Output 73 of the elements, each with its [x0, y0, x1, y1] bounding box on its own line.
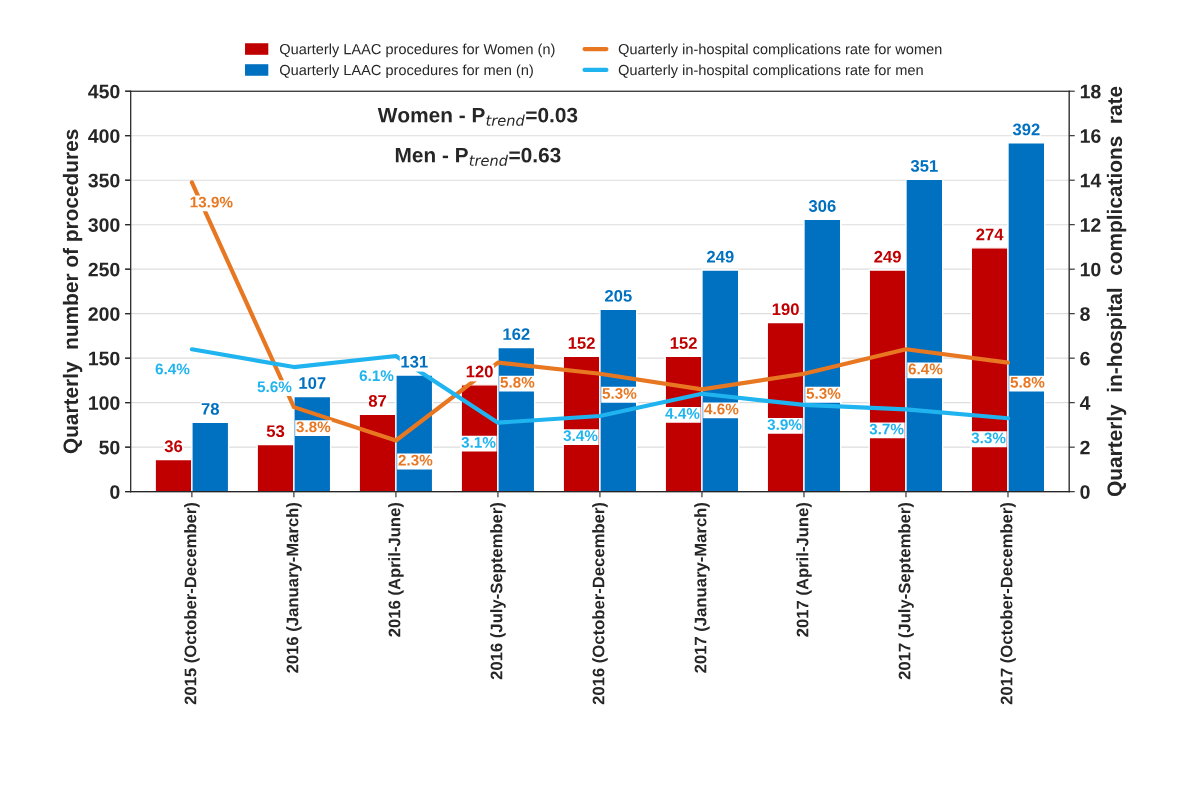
data-label: 162: [503, 328, 530, 341]
data-label: 306: [808, 200, 836, 212]
data-label: 78: [201, 402, 220, 415]
data-label: 2.3%: [398, 454, 433, 466]
data-label: 152: [670, 337, 697, 349]
y-tick-label: 200: [88, 307, 120, 321]
data-label: 3.3%: [971, 432, 1006, 444]
x-tick-label: 2017 (October-December): [1000, 502, 1016, 705]
data-label: 5.6%: [257, 381, 292, 393]
data-label: 3.1%: [461, 436, 496, 448]
x-tick-label: 2017 (July-September): [898, 502, 914, 680]
y2-axis-title: Quarterly in-hospital complications rate: [1106, 86, 1127, 497]
y2-tick-label: 10: [1080, 262, 1101, 277]
data-label: 3.4%: [563, 430, 598, 442]
y-tick-label: 0: [110, 485, 120, 499]
y2-tick-label: 14: [1080, 173, 1102, 188]
legend-label: Quarterly in-hospital complications rate for women: [618, 43, 942, 58]
data-label: 3.9%: [767, 419, 802, 431]
x-tick-label: 2016 (October-December): [592, 502, 608, 705]
data-label: 13.9%: [190, 196, 233, 208]
x-tick-label: 2017 (April-June): [796, 502, 812, 637]
y2-tick-label: 2: [1080, 440, 1090, 455]
data-label: 3.8%: [296, 421, 331, 433]
y-tick-label: 100: [89, 396, 120, 410]
data-label: 392: [1012, 123, 1040, 136]
data-label: 6.4%: [155, 363, 190, 375]
data-label: 249: [874, 250, 901, 263]
legend-label: Quarterly LAAC procedures for Women (n): [279, 43, 555, 58]
x-tick-label: 2016 (July-September): [490, 502, 506, 680]
data-label: 131: [401, 355, 428, 368]
y2-tick-label: 12: [1080, 218, 1101, 232]
y-tick-label: 300: [88, 218, 120, 232]
annotation: Men - P$_{trend}$=0.63: [395, 147, 561, 166]
y-tick-label: 150: [89, 351, 120, 366]
data-label: 53: [266, 425, 285, 438]
y2-tick-label: 8: [1080, 307, 1090, 321]
data-label: 351: [910, 160, 938, 172]
y2-tick-label: 6: [1080, 351, 1090, 366]
data-label: 4.4%: [665, 408, 700, 419]
data-label: 274: [976, 228, 1004, 241]
legend-label: Quarterly in-hospital complications rate for men: [618, 64, 923, 79]
data-label: 5.3%: [806, 388, 841, 399]
data-label: 4.6%: [704, 403, 739, 415]
data-label: 5.3%: [602, 388, 637, 399]
data-label: 5.8%: [500, 376, 535, 388]
y2-tick-label: 0: [1080, 485, 1090, 499]
data-label: 87: [368, 394, 387, 407]
x-tick-label: 2016 (January-March): [286, 502, 302, 673]
data-label: 36: [164, 440, 183, 453]
y-tick-label: 250: [88, 262, 120, 277]
y2-tick-label: 18: [1080, 84, 1101, 99]
legend-label: Quarterly LAAC procedures for men (n): [279, 64, 533, 79]
data-label: 120: [466, 365, 493, 378]
y2-tick-label: 16: [1080, 129, 1101, 143]
x-tick-label: 2015 (October-December): [184, 502, 200, 705]
y-tick-label: 400: [88, 129, 120, 143]
data-label: 205: [604, 289, 632, 302]
y-axis-title: Quarterly number of procedures: [62, 129, 83, 454]
y2-tick-label: 4: [1079, 396, 1091, 410]
data-label: 3.7%: [869, 423, 904, 435]
data-label: 190: [772, 303, 799, 316]
data-label: 249: [706, 250, 734, 263]
y-tick-label: 450: [88, 84, 120, 99]
x-tick-label: 2017 (January-March): [694, 502, 710, 673]
y-tick-label: 50: [99, 440, 120, 455]
x-tick-label: 2016 (April-June): [388, 502, 404, 637]
data-label: 6.4%: [908, 363, 943, 375]
data-label: 6.1%: [359, 370, 394, 382]
data-label: 107: [299, 377, 326, 389]
data-label: 152: [568, 337, 595, 349]
annotation: Women - P$_{trend}$=0.03: [377, 107, 578, 126]
y-tick-label: 350: [88, 173, 120, 188]
data-label: 5.8%: [1010, 376, 1045, 388]
